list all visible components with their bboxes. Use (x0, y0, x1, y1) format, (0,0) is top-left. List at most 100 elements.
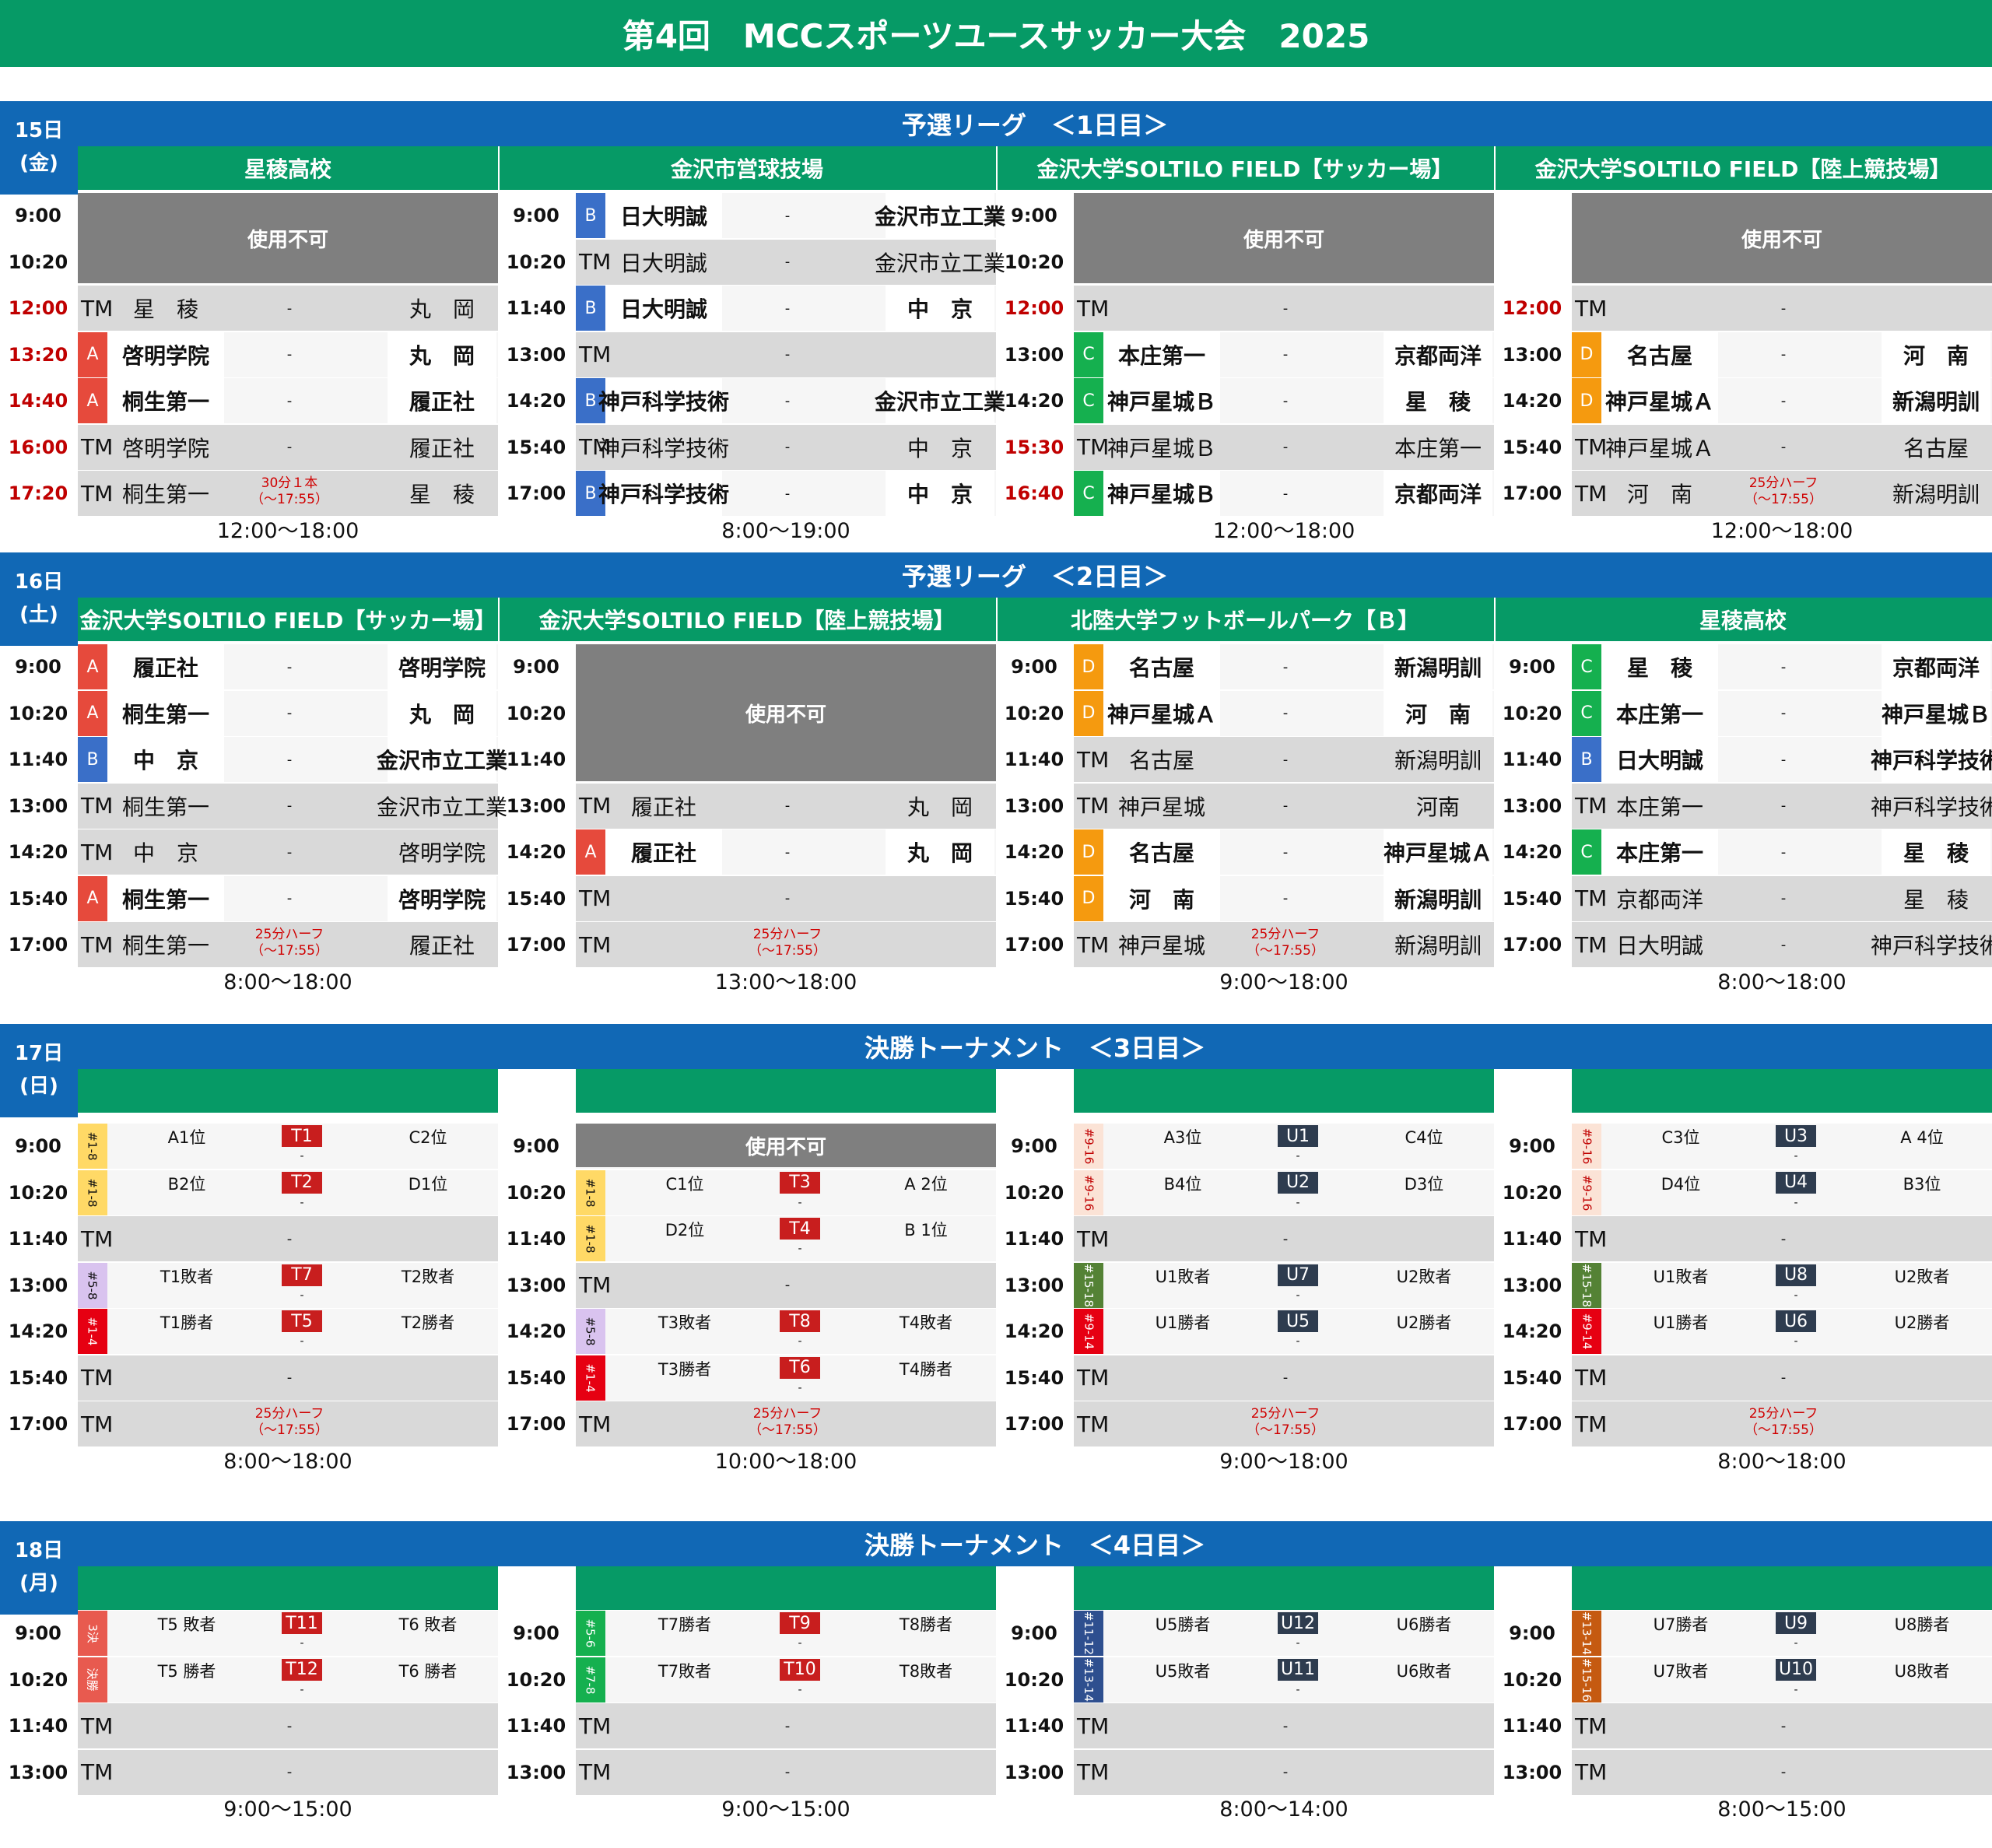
match-code: U9 (1776, 1612, 1816, 1634)
tm-label: TM (81, 295, 114, 321)
tm-label: TM (81, 1713, 114, 1739)
vs-dash: - (1296, 1637, 1300, 1650)
vs-dash: - (1780, 392, 1787, 409)
time-slot: 17:00 (8, 934, 68, 956)
tm-label: TM (81, 839, 114, 865)
time-slot: 13:00 (506, 1761, 566, 1783)
group-tag: B (576, 193, 605, 238)
vs-dash: - (286, 1369, 293, 1386)
home-slot: B4位 (1163, 1174, 1202, 1194)
tm-label: TM (1575, 480, 1608, 507)
time-slot: 13:00 (1502, 1761, 1562, 1783)
match-code: T11 (282, 1612, 322, 1634)
match-row (576, 424, 996, 470)
tm-label: TM (1077, 746, 1110, 773)
group-tag: C (1572, 644, 1601, 689)
time-slot: 17:00 (506, 934, 566, 956)
time-slot: 13:00 (1004, 1761, 1064, 1783)
group-tag: D (1074, 829, 1103, 875)
time-note: 30分１本 （～17:55） (251, 475, 328, 508)
group-tag: C (1074, 471, 1103, 516)
vs-dash: - (1282, 439, 1289, 455)
home-team: 神戸星城 (1117, 933, 1205, 959)
time-slot: 10:20 (8, 1181, 68, 1204)
tm-label: TM (579, 931, 612, 958)
tm-label: TM (579, 249, 612, 275)
time-note: 25分ハーフ （～17:55） (251, 927, 328, 959)
tm-label: TM (1077, 1365, 1110, 1390)
time-slot: 13:20 (8, 343, 68, 366)
tm-label: TM (1077, 1411, 1110, 1437)
home-team: 神戸科学技術 (598, 471, 729, 516)
venue-hours: 9:00～18:00 (1219, 970, 1348, 994)
match-row (78, 1355, 498, 1401)
time-slot: 15:40 (1004, 887, 1064, 910)
bracket-tag: #1-8 (78, 1124, 107, 1169)
time-slot: 17:00 (506, 482, 566, 504)
day-header: 18日 (月) (0, 1521, 78, 1615)
vs-dash: - (1282, 843, 1289, 861)
time-slot: 16:00 (8, 436, 68, 458)
group-tag: D (1572, 378, 1601, 423)
away-slot: D3位 (1404, 1174, 1444, 1194)
venue-hours: 9:00～18:00 (1219, 1449, 1348, 1474)
separator (996, 598, 998, 641)
time-slot: 13:00 (1004, 1274, 1064, 1296)
tm-label: TM (1575, 295, 1608, 321)
bracket-tag: #9-16 (1074, 1124, 1103, 1169)
tm-label: TM (81, 931, 114, 958)
home-slot: T5 敗者 (157, 1615, 216, 1634)
time-slot: 12:00 (1502, 297, 1562, 319)
home-slot: T3敗者 (658, 1313, 712, 1332)
home-team: 日大明誠 (1601, 737, 1718, 782)
vs-dash: - (1780, 439, 1787, 455)
vs-dash: - (784, 1764, 791, 1780)
vs-dash: - (1282, 1369, 1289, 1386)
match-row (1572, 1216, 1992, 1261)
match-row (78, 922, 498, 967)
match-row (1572, 424, 1992, 470)
venue-hours: 8:00～19:00 (721, 518, 850, 543)
day-date: 16日 (14, 570, 64, 594)
venue-hours: 8:00～18:00 (223, 1449, 352, 1474)
vs-dash: - (286, 705, 293, 721)
match-row (1572, 1749, 1992, 1795)
vs-dash: - (798, 1381, 802, 1394)
away-slot: B 1位 (904, 1221, 948, 1240)
vs-dash: - (286, 300, 293, 317)
venue-header (78, 1566, 498, 1610)
vs-dash: - (1296, 1289, 1300, 1302)
group-tag: B (1572, 737, 1601, 782)
match-row (78, 783, 498, 829)
group-tag: A (576, 829, 605, 875)
venue-hours: 8:00～15:00 (1717, 1797, 1846, 1822)
home-slot: T5 勝者 (157, 1661, 216, 1681)
group-tag: D (1572, 331, 1601, 377)
time-slot: 15:40 (8, 1366, 68, 1389)
time-slot: 14:20 (1502, 1320, 1562, 1342)
away-team: 神戸星城Ｂ (1882, 690, 1990, 736)
away-team: 丸 岡 (907, 794, 973, 820)
vs-dash: - (300, 1289, 304, 1302)
time-slot: 11:40 (506, 1228, 566, 1250)
time-slot: 9:00 (15, 205, 61, 226)
bracket-tag: #9-16 (1572, 1169, 1601, 1215)
group-tag: D (1074, 644, 1103, 689)
home-slot: C1位 (665, 1174, 704, 1194)
tm-label: TM (579, 342, 612, 367)
vs-dash: - (798, 1335, 802, 1348)
day-header: 17日 (日) (0, 1024, 78, 1117)
away-slot: A 4位 (1900, 1128, 1944, 1147)
away-slot: T8勝者 (899, 1615, 953, 1634)
bracket-tag: #1-4 (576, 1355, 605, 1401)
bracket-tag: #9-14 (1074, 1309, 1103, 1354)
time-slot: 15:40 (1502, 436, 1562, 458)
time-slot: 13:00 (1502, 794, 1562, 817)
home-slot: T1敗者 (160, 1267, 214, 1286)
venue-header: 金沢大学SOLTILO FIELD【サッカー場】 (996, 146, 1494, 190)
home-team: 中 京 (132, 840, 198, 866)
tm-label: TM (1575, 434, 1608, 460)
away-team: 丸 岡 (409, 296, 475, 322)
vs-dash: - (784, 346, 791, 363)
match-code: T2 (282, 1171, 322, 1194)
